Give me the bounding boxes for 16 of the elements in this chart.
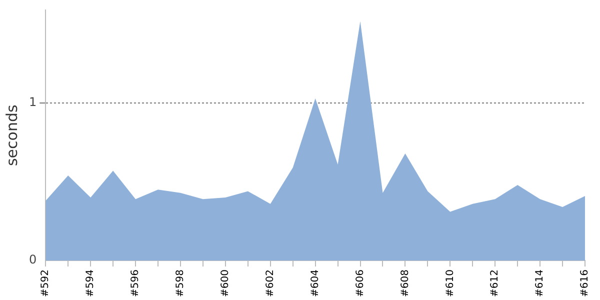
x-tick-label: #608 (400, 270, 411, 298)
x-tick-label: #602 (264, 270, 276, 298)
x-tick-label: #614 (534, 270, 546, 298)
x-tick-label: #604 (310, 270, 321, 298)
y-tick-label: 1 (28, 95, 37, 110)
x-tick-label: #612 (490, 270, 501, 298)
x-tick-label: #610 (444, 270, 456, 298)
y-tick-label: 0 (28, 252, 37, 267)
x-tick-label: #616 (580, 270, 591, 298)
y-axis-title: seconds (2, 104, 21, 166)
x-tick-label: #598 (175, 270, 186, 298)
x-tick-label: #606 (354, 270, 366, 298)
x-tick-label: #592 (40, 270, 52, 298)
x-tick-label: #596 (130, 270, 142, 298)
x-tick-label: #594 (85, 270, 96, 298)
x-tick-label: #600 (220, 270, 232, 298)
